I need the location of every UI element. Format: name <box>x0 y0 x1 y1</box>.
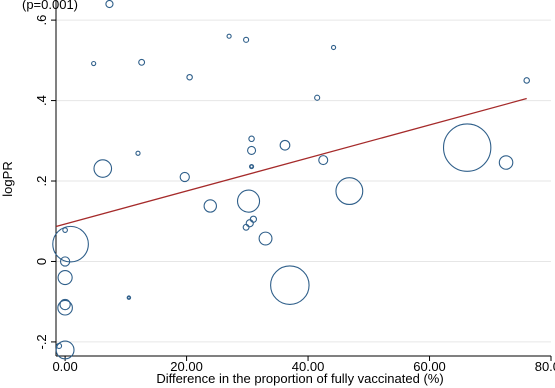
data-point-35 <box>55 340 75 360</box>
y-tick-label-3: .4 <box>34 95 49 106</box>
data-point-1 <box>226 33 232 39</box>
data-point-5 <box>330 44 337 51</box>
grid-lines <box>56 19 551 343</box>
x-tick-label-4: 80.00 <box>535 359 555 374</box>
data-point-26 <box>62 227 68 233</box>
data-point-31 <box>57 299 73 316</box>
data-point-8 <box>314 94 321 101</box>
data-point-4 <box>91 60 97 67</box>
data-point-33 <box>126 295 132 300</box>
data-point-12 <box>135 150 141 156</box>
data-point-28 <box>59 256 71 267</box>
y-axis-ticks: -.2 0 .2 .4 .6 <box>34 15 56 350</box>
data-point-21 <box>203 199 217 213</box>
data-point-24 <box>242 223 250 231</box>
data-point-0 <box>105 0 114 9</box>
x-tick-label-3: 60.00 <box>413 359 446 374</box>
data-point-23 <box>245 219 254 228</box>
data-point-25 <box>258 231 273 246</box>
x-tick-label-1: 20.00 <box>170 359 203 374</box>
chart-top-label: (p=0.001) <box>22 0 78 12</box>
data-point-16 <box>179 171 190 183</box>
data-point-32 <box>270 265 310 305</box>
data-point-2 <box>243 36 250 43</box>
data-point-11 <box>279 139 291 151</box>
data-point-9 <box>248 135 255 143</box>
data-point-6 <box>186 73 193 81</box>
fit-line <box>55 97 527 228</box>
y-tick-label-1: 0 <box>34 258 49 265</box>
data-point-17 <box>442 123 492 172</box>
data-point-7 <box>523 77 530 84</box>
y-tick-label-4: .6 <box>34 15 49 26</box>
data-point-30 <box>59 298 71 311</box>
x-axis-ticks: 0.00 20.00 40.00 60.00 80.00 <box>52 356 555 374</box>
data-point-13 <box>93 159 113 178</box>
y-tick-label-0: -.2 <box>34 334 49 349</box>
data-point-27 <box>52 225 89 263</box>
data-point-3 <box>138 58 146 66</box>
y-tick-label-2: .2 <box>34 176 49 187</box>
data-point-14 <box>248 163 255 170</box>
data-point-19 <box>335 177 364 206</box>
data-point-29 <box>57 269 73 286</box>
x-tick-label-0: 0.00 <box>52 359 77 374</box>
data-points <box>52 0 530 360</box>
data-point-20 <box>236 189 261 213</box>
data-point-10 <box>247 145 257 155</box>
data-point-15 <box>318 155 329 166</box>
data-point-18 <box>498 155 514 170</box>
x-axis-title: Difference in the proportion of fully va… <box>156 371 443 386</box>
y-axis-title: logPR <box>0 161 15 196</box>
x-tick-label-2: 40.00 <box>292 359 325 374</box>
